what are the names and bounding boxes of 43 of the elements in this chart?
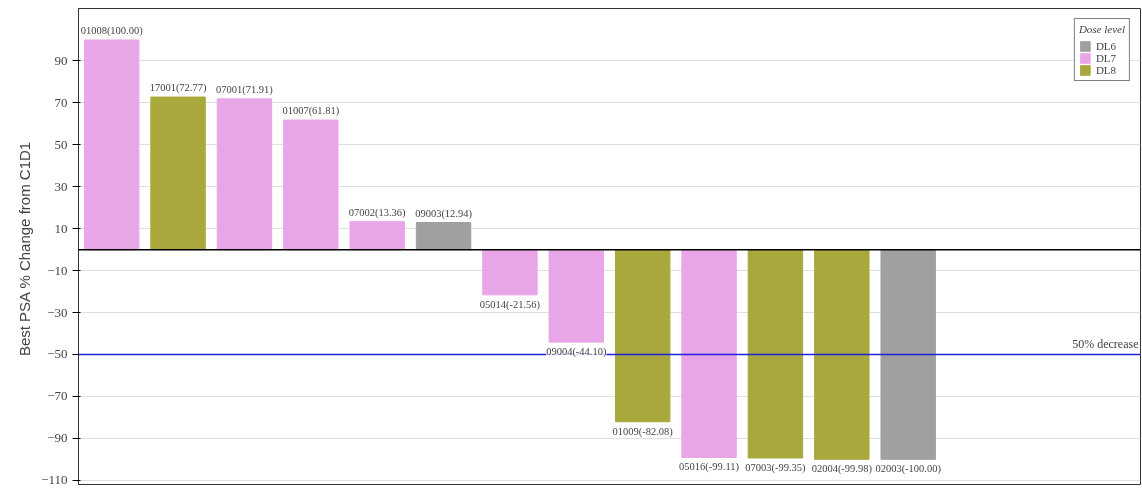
- bar: [83, 39, 140, 251]
- data-label: 01009(-82.08): [612, 425, 674, 438]
- data-label: 09003(12.94): [415, 207, 473, 220]
- y-tick-label: 70: [54, 94, 68, 110]
- y-tick-label: 10: [54, 220, 68, 236]
- y-tick-label: −70: [47, 388, 68, 404]
- data-label: 05016(-99.11): [679, 461, 740, 474]
- data-label: 05014(-21.56): [479, 298, 541, 311]
- y-axis-title: Best PSA % Change from C1D1: [16, 141, 34, 357]
- bar: [681, 249, 737, 458]
- data-label: 01008(100.00): [80, 24, 144, 37]
- data-label: 01007(61.81): [282, 105, 340, 118]
- data-label: 17001(72.77): [149, 82, 207, 95]
- data-label: 02003(-100.00): [875, 463, 942, 476]
- bar: [614, 249, 671, 423]
- legend-label: DL6: [1095, 40, 1117, 52]
- bar: [216, 98, 273, 251]
- bar: [482, 249, 538, 296]
- data-label: 07002(13.36): [348, 206, 407, 219]
- bar: [150, 96, 206, 251]
- data-label: 09004(-44.10): [546, 346, 607, 359]
- legend-label: DL8: [1095, 64, 1117, 76]
- data-label: 07003(-99.35): [745, 461, 807, 474]
- bar: [415, 222, 472, 251]
- y-tick-label: 90: [54, 52, 68, 68]
- bar: [283, 119, 339, 251]
- bar: [747, 249, 804, 459]
- bar: [349, 221, 405, 251]
- legend-label: DL7: [1095, 52, 1117, 64]
- y-tick-label: 30: [54, 178, 68, 194]
- bar: [880, 249, 936, 460]
- ref-line-label: 50% decrease: [1072, 337, 1139, 352]
- y-tick-label: −90: [47, 430, 68, 446]
- legend-title: Dose level: [1078, 23, 1125, 35]
- y-tick-label: −50: [47, 346, 68, 362]
- y-tick-label: −30: [47, 304, 68, 320]
- data-label: 07001(71.91): [216, 83, 274, 96]
- y-tick-label: 50: [54, 136, 68, 152]
- data-label: 02004(-99.98): [811, 463, 873, 476]
- y-tick-label: −110: [41, 472, 68, 488]
- bar: [548, 249, 605, 343]
- y-tick-label: −10: [47, 262, 68, 278]
- bar: [814, 249, 870, 460]
